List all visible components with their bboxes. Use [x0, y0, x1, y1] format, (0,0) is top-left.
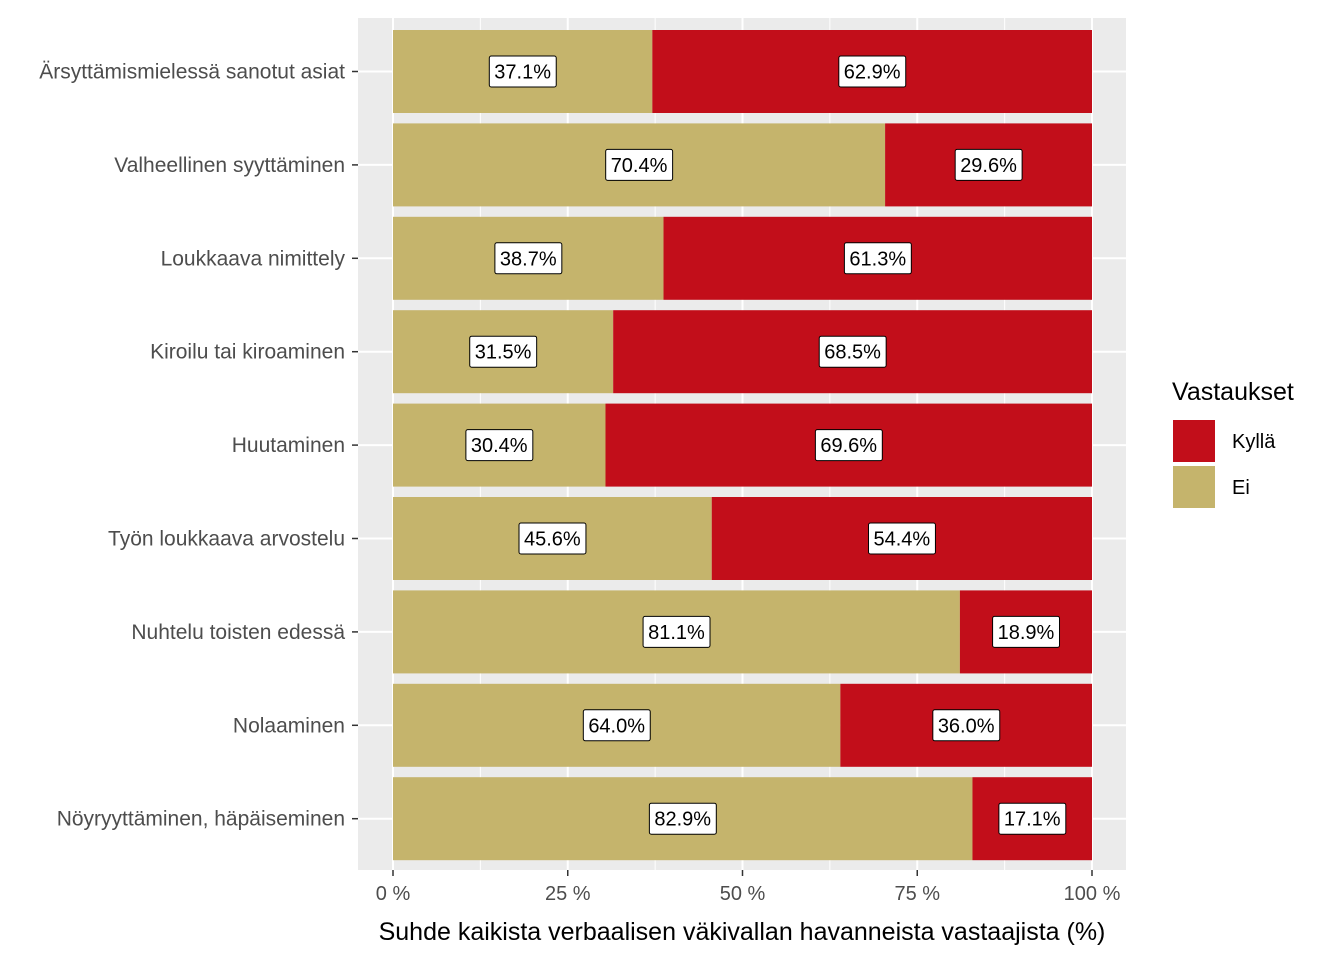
x-tick-label: 100 %: [1064, 883, 1121, 905]
x-axis-title: Suhde kaikista verbaalisen väkivallan ha…: [379, 918, 1106, 946]
data-label: 30.4%: [465, 429, 534, 462]
data-label: 31.5%: [469, 335, 538, 368]
data-label: 54.4%: [868, 522, 936, 555]
data-label: 45.6%: [518, 522, 587, 555]
data-label-text: 70.4%: [611, 155, 668, 177]
data-label-box: [494, 242, 563, 275]
data-label-text: 38.7%: [500, 248, 557, 270]
data-label-box: [582, 709, 651, 742]
data-label-text: 18.9%: [998, 622, 1055, 644]
data-label-box: [648, 802, 717, 835]
data-label-text: 17.1%: [1004, 809, 1061, 831]
data-label: 37.1%: [488, 55, 557, 88]
y-tick-label: Nolaaminen: [233, 714, 345, 737]
data-label-text: 69.6%: [820, 435, 877, 457]
data-label-box: [814, 429, 883, 462]
legend-title: Vastaukset: [1172, 378, 1294, 406]
data-label-text: 54.4%: [874, 529, 931, 551]
data-label: 81.1%: [642, 615, 711, 648]
data-label-text: 37.1%: [494, 62, 551, 84]
data-label-text: 45.6%: [524, 529, 581, 551]
legend-label: Kyllä: [1232, 431, 1276, 453]
data-label: 70.4%: [605, 148, 674, 181]
data-label-text: 36.0%: [938, 715, 995, 737]
data-label: 64.0%: [582, 709, 651, 742]
legend-label: Ei: [1232, 477, 1250, 499]
data-label-text: 31.5%: [475, 342, 532, 364]
data-label: 38.7%: [494, 242, 563, 275]
data-label: 62.9%: [838, 55, 907, 88]
x-tick-label: 0 %: [376, 883, 411, 905]
y-tick-label: Ärsyttämismielessä sanotut asiat: [39, 61, 345, 84]
data-label: 82.9%: [648, 802, 717, 835]
data-label-box: [843, 242, 912, 275]
data-label: 17.1%: [998, 802, 1067, 835]
y-tick-label: Valheellinen syyttäminen: [114, 154, 345, 177]
x-tick-label: 75 %: [894, 883, 940, 905]
legend-key-kyllä: [1173, 420, 1215, 462]
data-label-text: 30.4%: [471, 435, 528, 457]
data-label: 68.5%: [818, 335, 887, 368]
data-label-box: [605, 148, 674, 181]
data-label-box: [818, 335, 887, 368]
data-label: 61.3%: [843, 242, 912, 275]
data-label-text: 68.5%: [824, 342, 881, 364]
data-label-text: 61.3%: [849, 248, 906, 270]
y-tick-label: Työn loukkaava arvostelu: [108, 528, 345, 551]
data-label-text: 81.1%: [648, 622, 705, 644]
data-label-box: [518, 522, 587, 555]
legend: Vastaukset Kyllä Ei: [1172, 378, 1294, 508]
legend-key-ei: [1173, 466, 1215, 508]
data-label: 36.0%: [932, 709, 1001, 742]
data-label-box: [868, 522, 936, 555]
data-label-box: [469, 335, 538, 368]
data-label-box: [992, 615, 1061, 648]
y-tick-label: Huutaminen: [232, 434, 345, 457]
data-label-text: 64.0%: [588, 715, 645, 737]
x-axis: 0 % 25 % 50 % 75 % 100 %: [376, 870, 1121, 905]
data-label-box: [954, 148, 1023, 181]
x-tick-label: 25 %: [545, 883, 591, 905]
x-tick-label: 50 %: [720, 883, 766, 905]
data-label-box: [642, 615, 711, 648]
data-label-box: [488, 55, 557, 88]
data-label: 29.6%: [954, 148, 1023, 181]
data-label-box: [465, 429, 534, 462]
y-tick-label: Nuhtelu toisten edessä: [131, 621, 345, 644]
data-label-text: 62.9%: [844, 62, 901, 84]
data-labels: 37.1% 62.9% 70.4% 29.6% 38.7% 61.3% 31.5% 68.5%…: [465, 55, 1067, 835]
data-label: 18.9%: [992, 615, 1061, 648]
y-tick-label: Kiroilu tai kiroaminen: [150, 341, 345, 364]
data-label-text: 29.6%: [960, 155, 1017, 177]
y-axis: Ärsyttämismielessä sanotut asiat Valheell…: [39, 61, 358, 831]
data-label-box: [998, 802, 1067, 835]
y-tick-label: Nöyryyttäminen, häpäiseminen: [57, 808, 345, 831]
y-tick-label: Loukkaava nimittely: [161, 247, 346, 270]
data-label-text: 82.9%: [654, 809, 711, 831]
data-label-box: [932, 709, 1001, 742]
bars: [393, 30, 1092, 861]
data-label-box: [838, 55, 907, 88]
data-label: 69.6%: [814, 429, 883, 462]
